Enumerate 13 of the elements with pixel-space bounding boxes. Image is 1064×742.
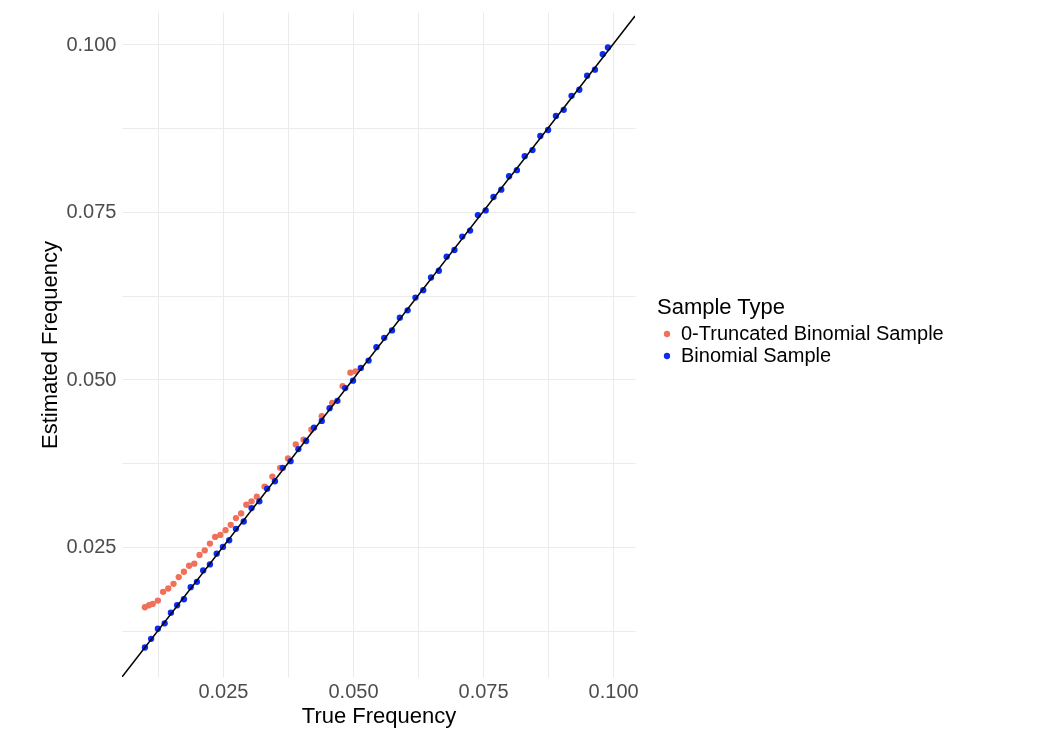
x-tick-label: 0.025 xyxy=(198,679,249,702)
y-tick-label: 0.050 xyxy=(66,367,117,390)
y-axis-title: Estimated Frequency xyxy=(37,241,63,449)
x-axis-title: True Frequency xyxy=(301,702,457,728)
y-tick-label: 0.100 xyxy=(66,32,117,55)
legend-label: 0-Truncated Binomial Sample xyxy=(681,322,944,344)
legend-title: Sample Type xyxy=(657,294,786,319)
y-tick-label: 0.075 xyxy=(66,200,117,223)
x-tick-label: 0.100 xyxy=(588,679,639,702)
x-tick-label: 0.075 xyxy=(458,679,509,702)
x-tick-label: 0.050 xyxy=(328,679,379,702)
legend-label: Binomial Sample xyxy=(681,344,832,366)
y-tick-label: 0.025 xyxy=(66,535,117,558)
